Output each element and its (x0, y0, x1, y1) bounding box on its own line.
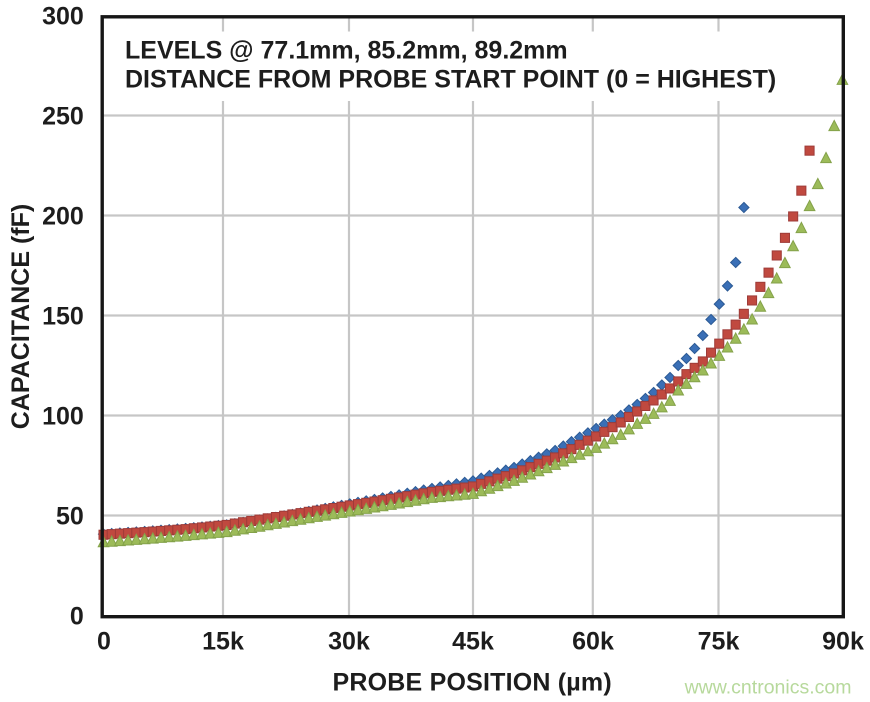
svg-text:LEVELS @ 77.1mm, 85.2mm, 89.2m: LEVELS @ 77.1mm, 85.2mm, 89.2mm (125, 36, 568, 64)
svg-text:90k: 90k (822, 628, 864, 656)
svg-text:0: 0 (70, 603, 84, 631)
svg-text:30k: 30k (328, 628, 370, 656)
svg-text:PROBE POSITION (µm): PROBE POSITION (µm) (333, 668, 612, 696)
svg-text:75k: 75k (698, 628, 740, 656)
svg-text:www.cntronics.com: www.cntronics.com (684, 676, 852, 698)
svg-text:50: 50 (56, 503, 84, 531)
svg-text:250: 250 (42, 103, 84, 131)
svg-text:0: 0 (97, 628, 111, 656)
svg-text:300: 300 (42, 3, 84, 31)
svg-text:150: 150 (42, 303, 84, 331)
svg-text:CAPACITANCE (fF): CAPACITANCE (fF) (7, 204, 35, 429)
svg-text:45k: 45k (452, 628, 494, 656)
svg-text:200: 200 (42, 203, 84, 231)
svg-text:60k: 60k (572, 628, 614, 656)
svg-text:100: 100 (42, 403, 84, 431)
svg-text:DISTANCE FROM PROBE START POIN: DISTANCE FROM PROBE START POINT (0 = HIG… (125, 66, 776, 94)
svg-text:15k: 15k (202, 628, 244, 656)
